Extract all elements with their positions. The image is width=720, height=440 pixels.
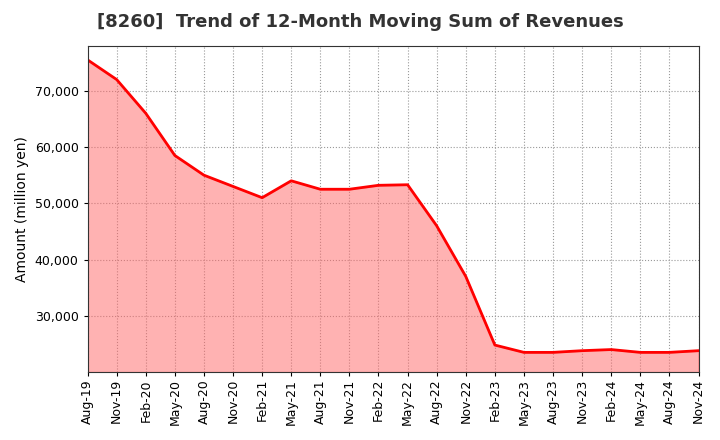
Y-axis label: Amount (million yen): Amount (million yen) bbox=[15, 136, 29, 282]
Text: [8260]  Trend of 12-Month Moving Sum of Revenues: [8260] Trend of 12-Month Moving Sum of R… bbox=[96, 13, 624, 31]
